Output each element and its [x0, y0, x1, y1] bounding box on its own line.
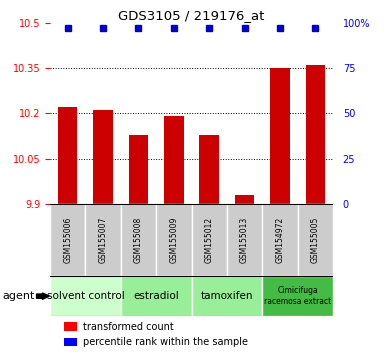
- Text: agent: agent: [2, 291, 34, 301]
- Bar: [164, 116, 184, 204]
- Bar: [262, 276, 333, 316]
- Bar: [262, 204, 298, 276]
- Bar: [192, 204, 227, 276]
- Text: tamoxifen: tamoxifen: [201, 291, 253, 301]
- Text: GSM155012: GSM155012: [205, 217, 214, 263]
- Bar: [50, 276, 121, 316]
- Bar: [85, 204, 121, 276]
- Text: GSM155005: GSM155005: [311, 217, 320, 263]
- Text: Cimicifuga
racemosa extract: Cimicifuga racemosa extract: [264, 286, 331, 306]
- Text: GSM155007: GSM155007: [99, 217, 108, 263]
- Bar: [298, 204, 333, 276]
- Bar: [129, 135, 148, 204]
- Bar: [64, 322, 77, 331]
- Text: estradiol: estradiol: [133, 291, 179, 301]
- Text: GSM155006: GSM155006: [63, 217, 72, 263]
- Text: GSM155008: GSM155008: [134, 217, 143, 263]
- Bar: [121, 204, 156, 276]
- Text: GSM155013: GSM155013: [240, 217, 249, 263]
- Bar: [121, 276, 191, 316]
- Title: GDS3105 / 219176_at: GDS3105 / 219176_at: [118, 9, 265, 22]
- Text: percentile rank within the sample: percentile rank within the sample: [83, 337, 248, 347]
- Text: transformed count: transformed count: [83, 321, 173, 332]
- Bar: [306, 65, 325, 204]
- Bar: [235, 195, 254, 204]
- Bar: [64, 338, 77, 346]
- Bar: [58, 107, 77, 204]
- Bar: [156, 204, 192, 276]
- Bar: [199, 135, 219, 204]
- Text: GSM155009: GSM155009: [169, 217, 178, 263]
- Bar: [227, 204, 262, 276]
- Text: solvent control: solvent control: [47, 291, 124, 301]
- Bar: [270, 68, 290, 204]
- Bar: [192, 276, 262, 316]
- Bar: [50, 204, 85, 276]
- Text: GSM154972: GSM154972: [275, 217, 285, 263]
- Bar: [94, 110, 113, 204]
